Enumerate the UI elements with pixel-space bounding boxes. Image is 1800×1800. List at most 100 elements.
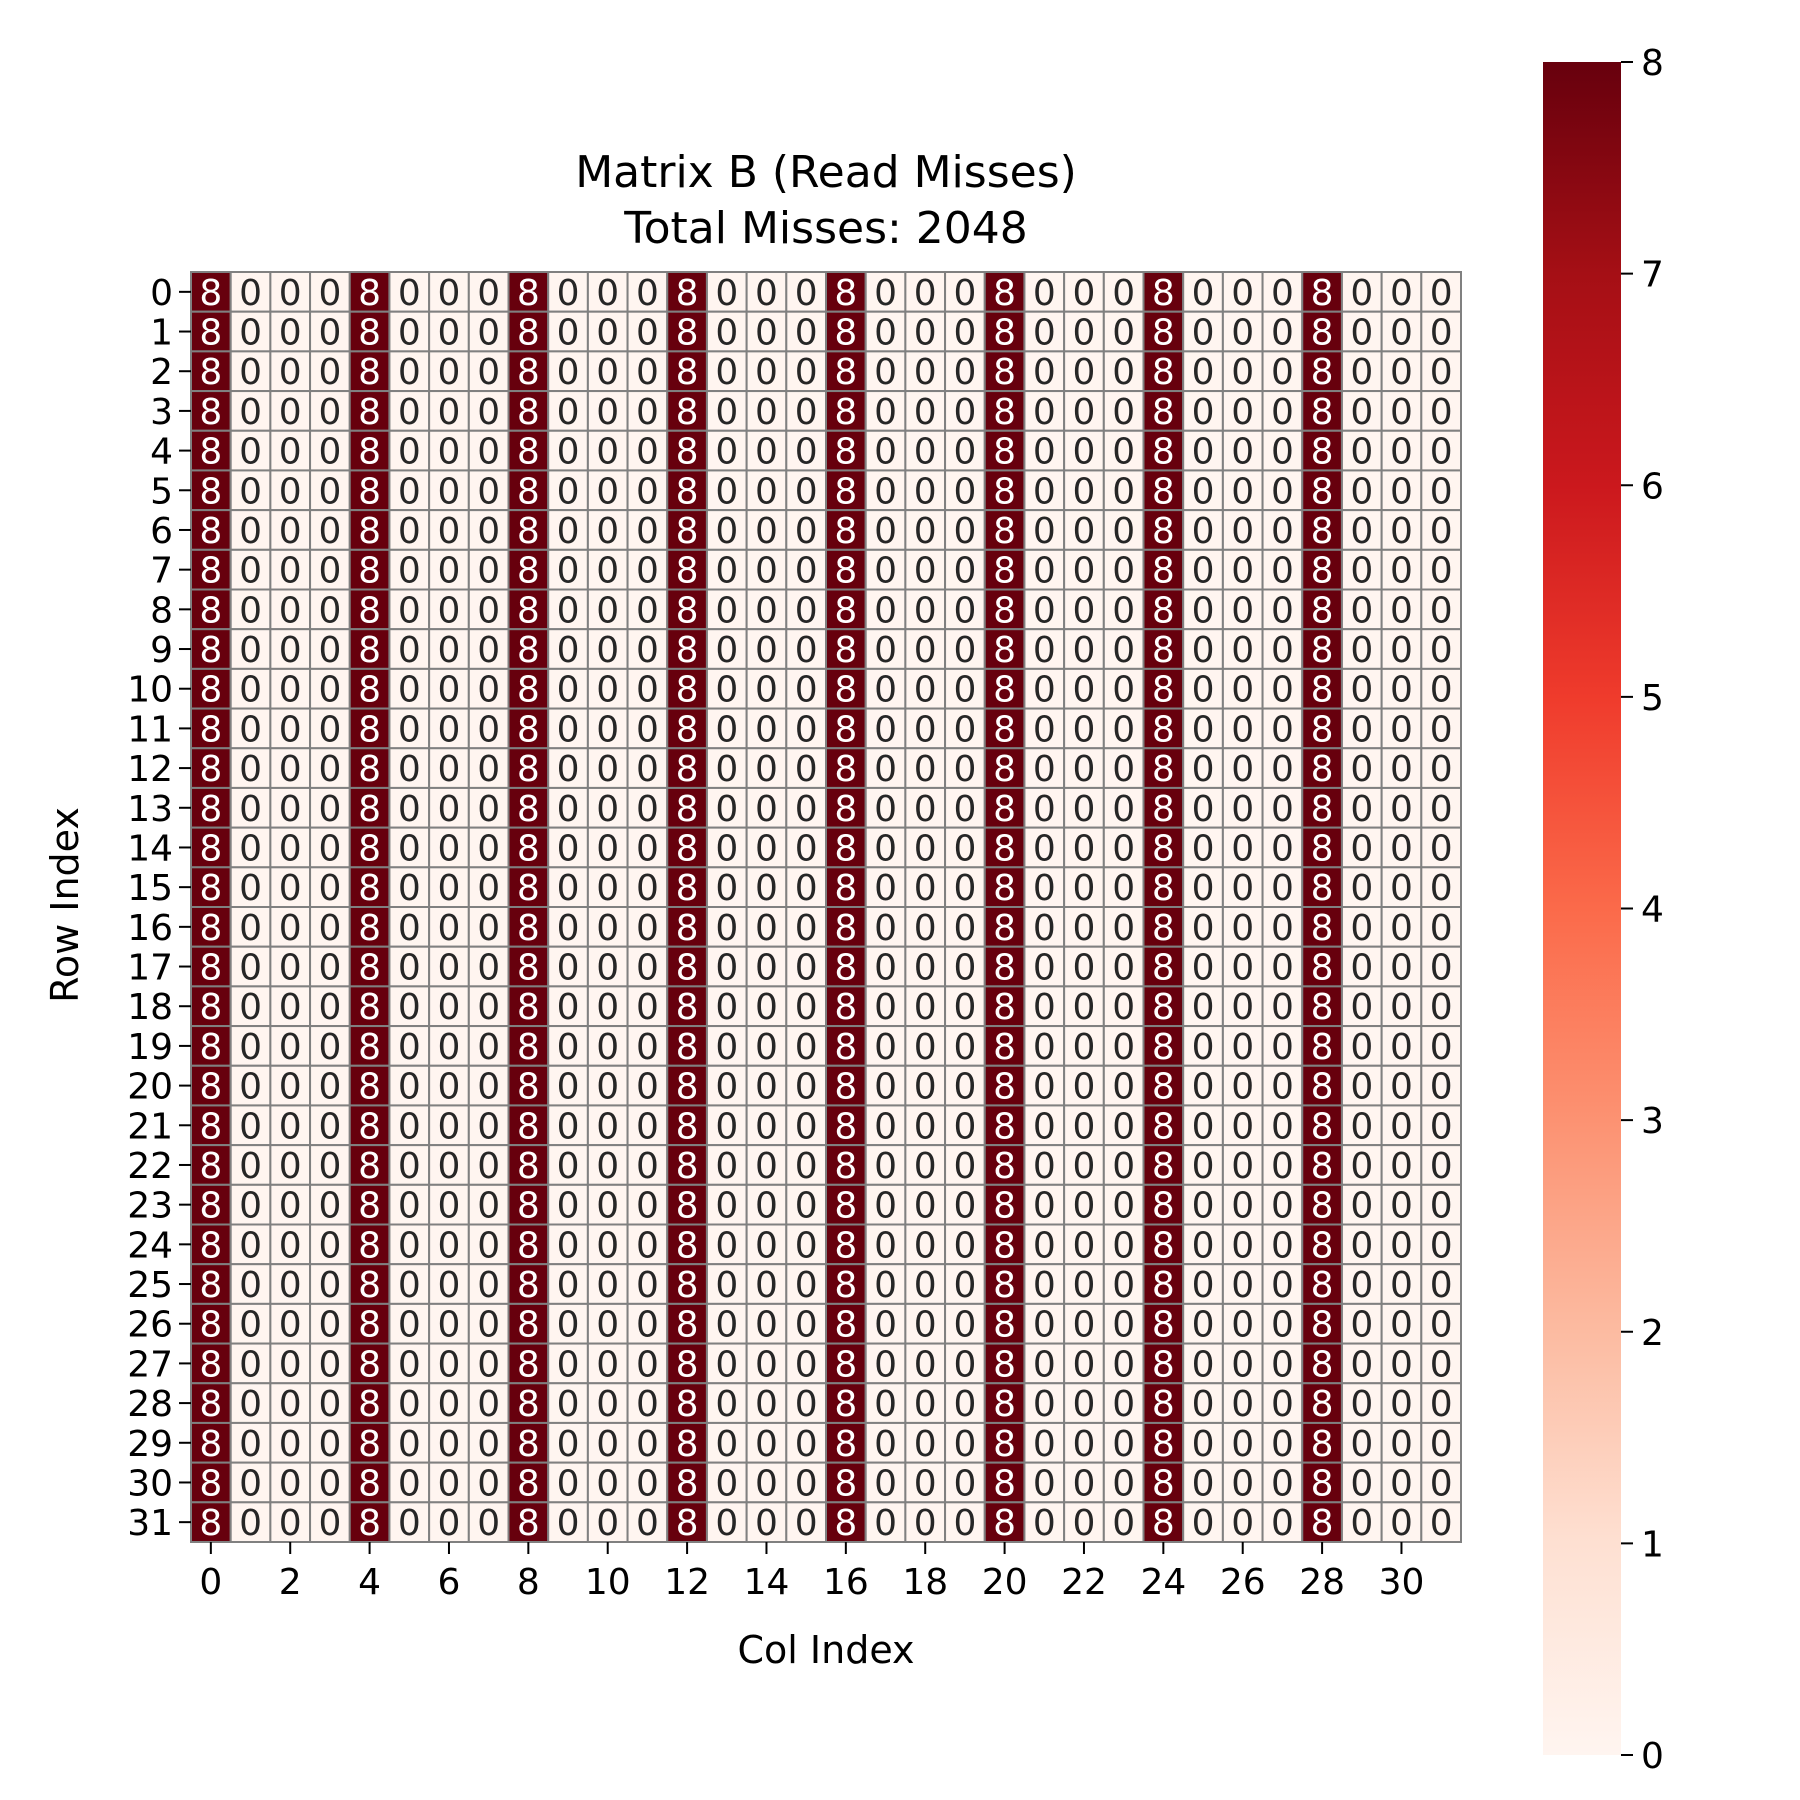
cell-label: 8 (834, 1384, 857, 1425)
cell-label: 0 (953, 1463, 976, 1504)
cell-label: 0 (557, 590, 580, 631)
heatmap-cell (666, 747, 708, 789)
heatmap-cell (666, 1263, 708, 1305)
heatmap-cell (467, 826, 510, 869)
cell-label: 8 (358, 1384, 381, 1425)
cell-label: 0 (318, 1265, 341, 1306)
heatmap-cell (348, 548, 391, 591)
heatmap-cell (864, 786, 907, 829)
cell-label: 8 (1152, 749, 1175, 790)
heatmap-cell (745, 786, 788, 829)
heatmap-cell (1301, 786, 1343, 829)
heatmap-cell (269, 1104, 312, 1147)
cell-label: 8 (199, 392, 222, 433)
cell-label: 8 (517, 868, 540, 909)
x-tick-label: 2 (279, 1562, 302, 1603)
cell-label: 0 (1390, 313, 1413, 354)
heatmap-cell (1142, 1342, 1185, 1385)
heatmap-cell (864, 1263, 907, 1305)
cell-label: 0 (1271, 868, 1294, 909)
cell-label: 0 (596, 352, 619, 393)
cell-label: 8 (1152, 511, 1175, 552)
cell-label: 0 (318, 1424, 341, 1465)
heatmap-cell (1261, 1064, 1304, 1107)
heatmap-cell (388, 906, 431, 948)
cell-label: 0 (1112, 1305, 1135, 1346)
colorbar-tick-label: 8 (1641, 43, 1664, 84)
cell-label: 0 (1192, 1067, 1215, 1108)
cell-label: 0 (715, 1305, 738, 1346)
cell-label: 0 (1430, 1146, 1453, 1187)
y-tick-label: 26 (127, 1305, 173, 1346)
cell-label: 0 (279, 1384, 302, 1425)
cell-label: 0 (1350, 670, 1373, 711)
cell-label: 0 (1112, 1265, 1135, 1306)
cell-label: 0 (1231, 1067, 1254, 1108)
cell-label: 0 (239, 1424, 262, 1465)
cell-label: 0 (795, 1305, 818, 1346)
heatmap-cell (944, 1104, 986, 1147)
cell-label: 0 (438, 1344, 461, 1385)
cell-label: 0 (596, 868, 619, 909)
cell-label: 0 (1112, 392, 1135, 433)
heatmap-cell (229, 350, 272, 393)
cell-label: 8 (1152, 1106, 1175, 1147)
heatmap-cell (1023, 588, 1066, 631)
cell-label: 0 (636, 432, 659, 473)
cell-label: 0 (1430, 1305, 1453, 1346)
cell-label: 8 (517, 551, 540, 592)
cell-label: 0 (1073, 749, 1096, 790)
heatmap-cell (1261, 1382, 1304, 1424)
cell-label: 8 (676, 1186, 699, 1227)
cell-label: 0 (239, 1503, 262, 1544)
cell-label: 0 (1231, 1027, 1254, 1068)
cell-label: 0 (636, 1503, 659, 1544)
cell-label: 0 (1390, 630, 1413, 671)
heatmap-cell (309, 786, 351, 829)
heatmap-cell (309, 1064, 351, 1107)
cell-label: 0 (1390, 1424, 1413, 1465)
cell-label: 0 (1430, 1424, 1453, 1465)
cell-label: 0 (398, 471, 421, 512)
cell-label: 8 (676, 948, 699, 989)
cell-label: 0 (874, 1027, 897, 1068)
cell-label: 0 (596, 1067, 619, 1108)
cell-label: 8 (1152, 1384, 1175, 1425)
heatmap-cell (864, 906, 907, 948)
cell-label: 0 (1390, 1186, 1413, 1227)
cell-label: 0 (239, 1067, 262, 1108)
cell-label: 0 (636, 630, 659, 671)
cell-label: 0 (914, 1067, 937, 1108)
cell-label: 0 (1390, 551, 1413, 592)
heatmap-cell (348, 826, 391, 869)
heatmap-cell (428, 1461, 470, 1504)
cell-label: 0 (1073, 1265, 1096, 1306)
cell-label: 0 (596, 551, 619, 592)
y-tick-label: 29 (127, 1424, 173, 1465)
heatmap-cell (785, 866, 827, 908)
cell-label: 0 (596, 789, 619, 830)
cell-label: 0 (1231, 908, 1254, 949)
heatmap-cell (1420, 906, 1462, 948)
cell-label: 0 (477, 630, 500, 671)
cell-label: 0 (1112, 948, 1135, 989)
cell-label: 0 (1271, 1424, 1294, 1465)
heatmap-cell (666, 945, 708, 988)
cell-label: 8 (1311, 392, 1334, 433)
cell-label: 0 (953, 1186, 976, 1227)
cell-label: 0 (1430, 789, 1453, 830)
heatmap-cell (1023, 469, 1066, 512)
heatmap-cell (388, 985, 431, 1028)
cell-label: 0 (279, 352, 302, 393)
heatmap-cell (904, 1302, 947, 1345)
cell-label: 0 (318, 471, 341, 512)
cell-label: 0 (715, 868, 738, 909)
cell-label: 0 (755, 1067, 778, 1108)
cell-label: 0 (1350, 432, 1373, 473)
heatmap-cell (1261, 747, 1304, 789)
cell-label: 0 (279, 1344, 302, 1385)
heatmap-cell (1261, 548, 1304, 591)
cell-label: 0 (596, 1503, 619, 1544)
cell-label: 8 (993, 709, 1016, 750)
cell-label: 8 (199, 749, 222, 790)
